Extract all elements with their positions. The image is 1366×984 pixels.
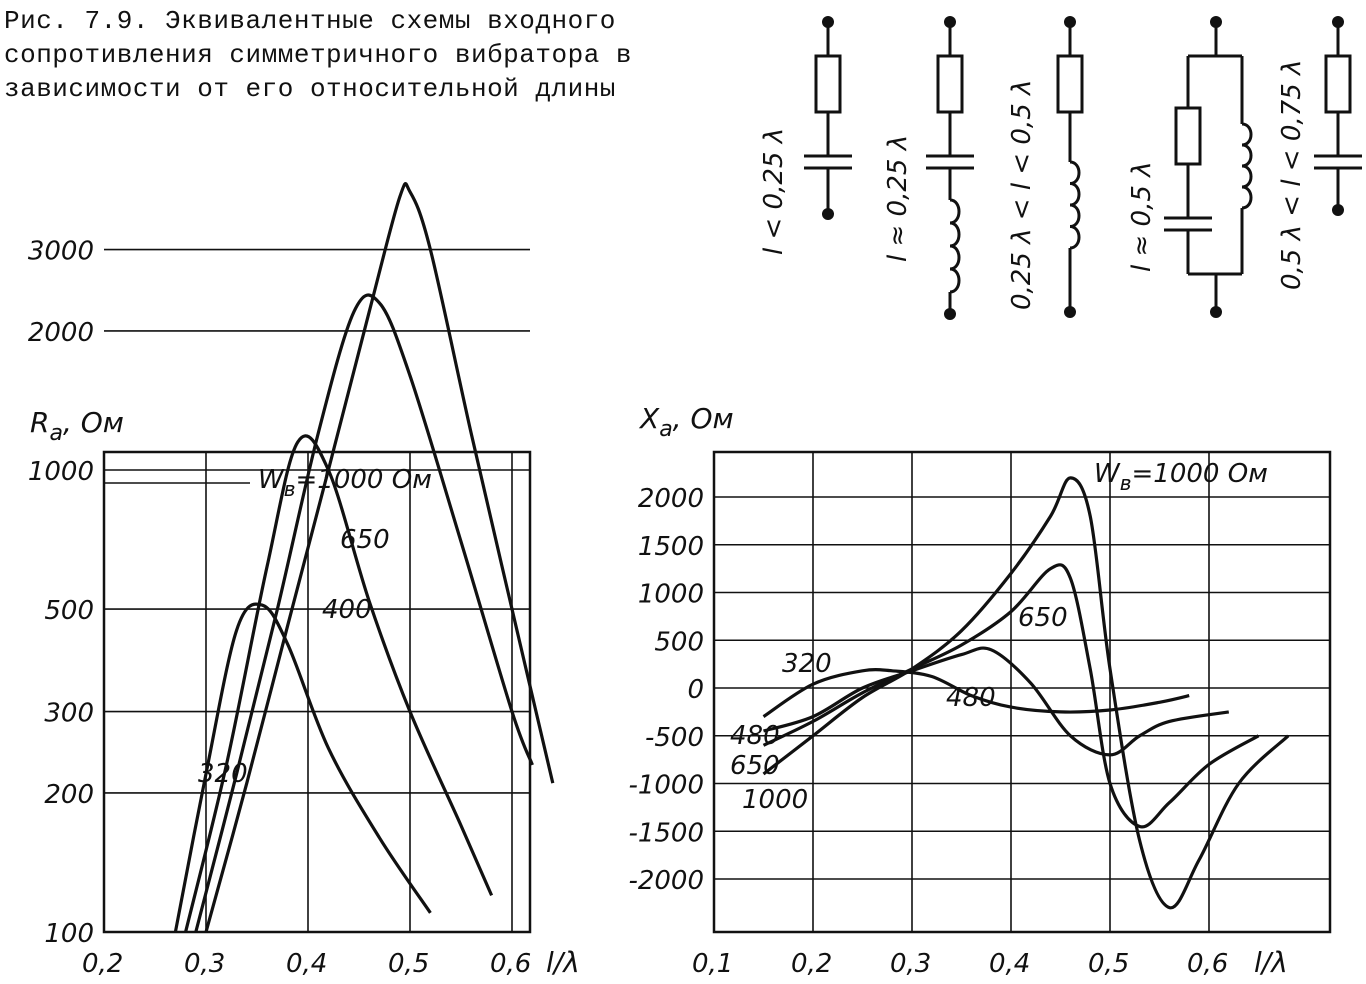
curve-label: 480 <box>946 683 996 713</box>
y-tick-label: 500 <box>44 596 94 626</box>
terminal-dot <box>944 308 956 320</box>
inductor <box>949 198 961 294</box>
plot-frame <box>712 450 1332 934</box>
y-tick-label: -500 <box>645 723 704 753</box>
legend-subscript: в <box>284 477 296 501</box>
terminal-dot <box>1332 204 1344 216</box>
circuit-label: l ≈ 0,5 λ <box>1127 161 1157 272</box>
terminal-dot <box>822 208 834 220</box>
curve-480 <box>763 646 1230 757</box>
x-tick-label: 0,6 <box>490 949 531 979</box>
x-tick-label: 0,2 <box>82 949 123 979</box>
curve-650 <box>194 293 534 933</box>
legend-text: Wв=1000 Ом <box>1094 459 1268 495</box>
x-tick-label: 0,2 <box>791 949 832 979</box>
x-axis-title: l/λ <box>546 946 580 979</box>
curve-label: 320 <box>198 759 248 789</box>
curve-400 <box>184 434 494 933</box>
curve-label: 320 <box>782 649 832 679</box>
inductor <box>1241 122 1253 210</box>
legend-suffix: =1000 Ом <box>296 465 432 495</box>
y-tick-label: -1000 <box>628 771 704 801</box>
curve-650 <box>762 563 1260 829</box>
y-tick-label: 3000 <box>28 237 94 267</box>
y-tick-label: 300 <box>44 699 94 729</box>
y-tick-label: 1500 <box>638 532 704 562</box>
y-tick-label: 0 <box>687 675 704 705</box>
curve-label: 650 <box>730 751 780 781</box>
legend-symbol: W <box>258 465 285 495</box>
terminal-dot <box>1064 306 1076 318</box>
y-tick-label: 500 <box>654 627 704 657</box>
terminal-dot <box>1210 306 1222 318</box>
circuit-label: l < 0,25 λ <box>759 128 789 255</box>
circuit-label: 0,5 λ < l < 0,75 λ <box>1277 60 1307 290</box>
curve-320 <box>762 667 1190 718</box>
figure-caption: Рис. 7.9. Эквивалентные схемы входного с… <box>4 6 632 104</box>
legend-subscript: в <box>1120 471 1132 495</box>
y-axis-subscript: a <box>49 421 62 446</box>
y-axis-symbol: R <box>30 406 49 439</box>
x-tick-label: 0,6 <box>1187 949 1228 979</box>
x-tick-label: 0,5 <box>388 949 429 979</box>
x-tick-label: 0,4 <box>286 949 327 979</box>
x-tick-label: 0,3 <box>890 949 931 979</box>
y-tick-label: -1500 <box>628 818 704 848</box>
x-tick-label: 0,4 <box>989 949 1030 979</box>
legend-suffix: =1000 Ом <box>1132 459 1268 489</box>
legend-text: Wв=1000 Ом <box>258 465 432 501</box>
curve-320 <box>173 602 432 933</box>
y-tick-label: 200 <box>44 780 94 810</box>
curve-label: 650 <box>340 525 390 555</box>
y-tick-label: 2000 <box>638 484 704 514</box>
curve-1000 <box>204 181 555 933</box>
curve-label: 1000 <box>742 785 808 815</box>
x-axis-title: l/λ <box>1254 946 1288 979</box>
curve-label: 650 <box>1018 603 1068 633</box>
circuit-label: l ≈ 0,25 λ <box>883 135 913 262</box>
inductor <box>1069 160 1081 250</box>
y-axis-unit: , Ом <box>63 406 124 439</box>
x-tick-label: 0,3 <box>184 949 225 979</box>
curve-label: 480 <box>730 721 780 751</box>
y-tick-label: -2000 <box>628 866 704 896</box>
y-axis-symbol: X <box>638 402 660 435</box>
y-axis-title: Ra, Ом <box>30 406 124 446</box>
curve-label: 400 <box>322 595 372 625</box>
y-axis-title: Xa, Ом <box>638 402 734 442</box>
y-axis-subscript: a <box>659 417 672 442</box>
y-tick-label: 2000 <box>28 318 94 348</box>
y-tick-label: 1000 <box>28 457 94 487</box>
x-tick-label: 0,5 <box>1088 949 1129 979</box>
curve-1000 <box>762 476 1290 910</box>
x-tick-label: 0,1 <box>692 949 733 979</box>
circuit-label: 0,25 λ < l < 0,5 λ <box>1007 80 1037 310</box>
y-tick-label: 100 <box>44 919 94 949</box>
y-axis-unit: , Ом <box>673 402 734 435</box>
y-tick-label: 1000 <box>638 580 704 610</box>
legend-symbol: W <box>1094 459 1121 489</box>
